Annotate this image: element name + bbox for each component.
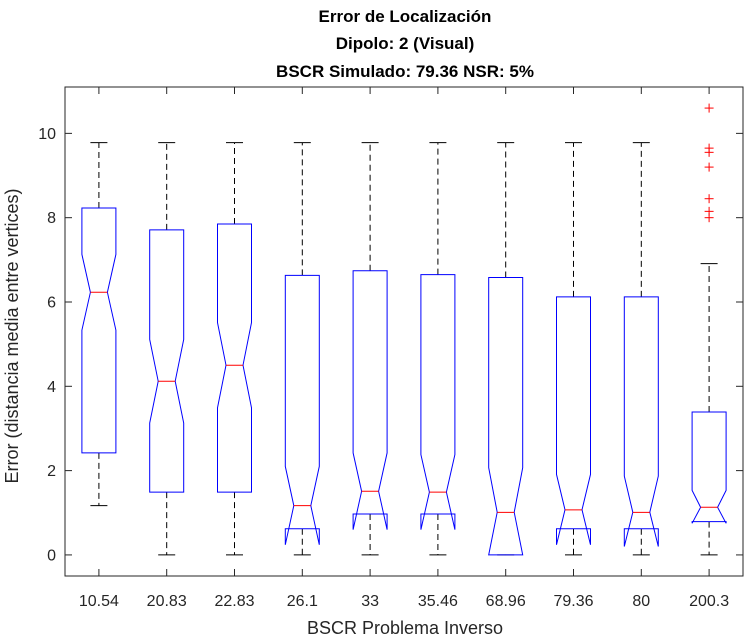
notched-box [420, 274, 456, 530]
x-tick-label: 33 [361, 593, 379, 610]
x-tick-label: 22.83 [214, 593, 254, 610]
x-tick-label: 200.3 [689, 593, 729, 610]
y-tick-label: 2 [47, 463, 56, 480]
box-200.3 [691, 103, 727, 556]
box-35.46 [420, 142, 456, 556]
ticks-group: 0 2 4 6 8 10 10.54 20.83 22.83 26.1 33 35.46 68.96 79… [38, 87, 743, 610]
box-33 [352, 142, 388, 556]
plot-area [64, 86, 744, 577]
box-20.83 [149, 142, 185, 556]
y-tick-label: 0 [47, 547, 56, 564]
y-tick-label: 10 [38, 126, 56, 143]
x-tick-label: 20.83 [147, 593, 187, 610]
notched-box [81, 207, 117, 454]
y-tick-label: 8 [47, 210, 56, 227]
x-tick-label: 35.46 [418, 593, 458, 610]
notched-box [556, 296, 591, 545]
plot-frame [64, 86, 744, 577]
x-axis-label: BSCR Problema Inverso [307, 618, 503, 638]
notched-box [691, 411, 727, 524]
box-68.96 [488, 142, 524, 556]
x-tick-label: 79.36 [553, 593, 593, 610]
outlier-marker [704, 162, 714, 172]
y-tick-label: 6 [47, 294, 56, 311]
box-10.54 [81, 142, 117, 507]
notched-box [488, 277, 524, 556]
y-tick-label: 4 [47, 379, 56, 396]
y-axis-label: Error (distancia media entre vertices) [2, 188, 22, 483]
chart-title-line-2: Dipolo: 2 (Visual) [336, 34, 475, 53]
notched-box [217, 223, 252, 493]
notched-box [284, 274, 320, 545]
chart-title-line-1: Error de Localización [319, 7, 492, 26]
x-tick-label: 80 [632, 593, 650, 610]
box-79.36 [556, 142, 591, 556]
outlier-marker [704, 103, 714, 113]
box-22.83 [217, 142, 252, 556]
outlier-marker [704, 143, 714, 153]
x-tick-label: 26.1 [287, 593, 318, 610]
chart-title-line-3: BSCR Simulado: 79.36 NSR: 5% [276, 62, 534, 81]
outlier-marker [704, 194, 714, 204]
outlier-marker [704, 206, 714, 216]
notched-box [352, 270, 388, 530]
x-tick-label: 10.54 [79, 593, 119, 610]
boxes-group [81, 103, 727, 556]
box-26.1 [284, 142, 320, 556]
box-80 [623, 142, 659, 556]
notched-box [623, 296, 659, 547]
notched-box [149, 229, 185, 493]
x-tick-label: 68.96 [486, 593, 526, 610]
chart-title: Error de Localización Dipolo: 2 (Visual)… [276, 7, 534, 81]
